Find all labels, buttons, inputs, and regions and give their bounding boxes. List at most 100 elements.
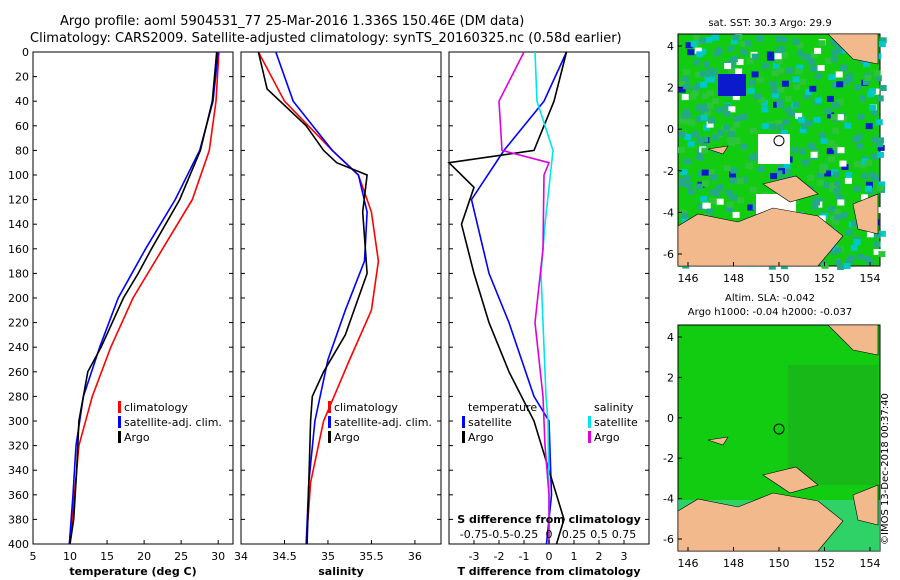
sst-pixel — [716, 184, 724, 191]
sst-pixel — [747, 204, 755, 211]
x-tick-label: 1 — [571, 550, 578, 563]
sst-pixel — [725, 205, 732, 212]
salinity-panel — [240, 51, 442, 545]
map2-title1: Altim. SLA: -0.042 — [725, 293, 815, 304]
sla-map: 146 148 150 152 154 4 2 0 -2 -4 -6 — [663, 324, 881, 570]
y-tick-label: 0 — [22, 46, 29, 59]
sst-pixel — [795, 112, 803, 119]
sst-pixel — [700, 195, 708, 202]
sst-pixel — [701, 136, 709, 143]
sst-pixel — [865, 185, 872, 192]
sst-pixel — [877, 137, 885, 144]
sla-high-band — [788, 365, 878, 485]
sst-pixel — [850, 244, 858, 251]
sst-pixel — [757, 166, 765, 173]
sst-pixel — [851, 221, 859, 228]
land-new-britain — [762, 466, 819, 494]
sst-pixel — [694, 47, 702, 54]
y-tick-label: 260 — [8, 366, 29, 379]
map-x-tick-label: 148 — [723, 272, 744, 285]
sst-pixel — [869, 172, 877, 179]
sst-pixel — [845, 172, 853, 179]
sst-pixel — [728, 139, 735, 146]
salinity-legend: climatology satellite-adj. clim. Argo — [328, 401, 432, 444]
sst-pixel — [857, 113, 865, 120]
land-islands — [707, 145, 729, 155]
sst-pixel — [697, 170, 705, 177]
sst-pixel — [870, 109, 878, 116]
land-north — [827, 33, 879, 65]
map1-title: sat. SST: 30.3 Argo: 29.9 — [708, 18, 831, 29]
sst-pixel — [863, 61, 870, 68]
sst-pixel — [762, 62, 770, 69]
map-y-tick-label: 0 — [667, 412, 674, 425]
sst-pixel — [824, 170, 832, 177]
sst-pixel — [798, 117, 805, 123]
sst-pixel — [707, 168, 715, 175]
sst-pixel — [840, 64, 848, 71]
sst-pixel — [711, 97, 719, 104]
sst-pixel — [701, 147, 709, 154]
salinity-axis-label: salinity — [318, 565, 364, 578]
sst-pixel — [844, 122, 852, 129]
sst-pixel — [683, 118, 691, 125]
y-tick-label: 320 — [8, 440, 29, 453]
sst-pixel — [819, 167, 827, 174]
sst-pixel — [837, 199, 845, 206]
sst-pixel — [809, 65, 817, 72]
s-tick-label: 0.25 — [562, 528, 587, 541]
sst-pixel — [856, 143, 864, 150]
sst-pixel — [753, 93, 761, 100]
x-tick-label: 0 — [546, 550, 553, 563]
y-tick-label: 280 — [8, 390, 29, 403]
sst-pixel — [828, 156, 836, 163]
sst-pixel — [820, 137, 828, 144]
sst-pixel — [822, 182, 830, 189]
s-tick-label: -0.75 — [460, 528, 488, 541]
map-x-tick-label: 150 — [769, 272, 790, 285]
sst-pixel — [784, 107, 792, 114]
series-line-satellite-adj-clim- — [275, 51, 368, 545]
sst-pixel — [774, 53, 782, 60]
sst-pixel — [732, 34, 740, 41]
sst-pixel — [736, 177, 744, 184]
sst-pixel — [696, 183, 703, 190]
x-tick-label: -3 — [469, 550, 480, 563]
sst-pixel — [816, 172, 824, 178]
legend-swatch-t-satellite — [462, 416, 465, 428]
sst-pixel — [857, 253, 865, 260]
sst-pixel — [879, 85, 887, 91]
sst-pixel — [811, 203, 819, 210]
sst-pixel — [771, 92, 779, 99]
sst-pixel — [805, 120, 813, 126]
legend-label-t-argo: Argo — [468, 431, 494, 444]
sst-pixel — [813, 116, 821, 123]
sst-pixel — [818, 215, 826, 222]
sst-pixel — [693, 59, 701, 66]
sst-pixel — [730, 194, 738, 201]
sst-pixel — [878, 251, 886, 258]
sst-pixel — [832, 144, 840, 151]
sst-pixel — [834, 259, 842, 266]
sst-pixel — [736, 59, 744, 65]
y-tick-label: 60 — [15, 120, 29, 133]
sst-pixel — [833, 181, 841, 188]
sst-pixel — [705, 37, 712, 43]
sst-pixel — [830, 39, 838, 46]
sst-pixel — [761, 100, 768, 106]
y-tick-label: 340 — [8, 464, 29, 477]
sst-pixel — [792, 76, 800, 83]
sst-pixel — [835, 48, 843, 55]
sst-pixel — [748, 79, 756, 86]
sst-pixel — [733, 115, 741, 122]
y-tick-label: 120 — [8, 194, 29, 207]
map-y-tick-label: -6 — [663, 533, 674, 546]
sst-pixel — [860, 162, 867, 169]
sst-pixel — [835, 71, 843, 78]
y-tick-label: 20 — [15, 71, 29, 84]
sst-pixel — [678, 147, 685, 153]
map-y-tick-label: 4 — [667, 40, 674, 53]
sst-pixel — [706, 102, 714, 109]
legend-swatch-t-argo — [462, 431, 465, 443]
sst-pixel — [740, 113, 747, 120]
